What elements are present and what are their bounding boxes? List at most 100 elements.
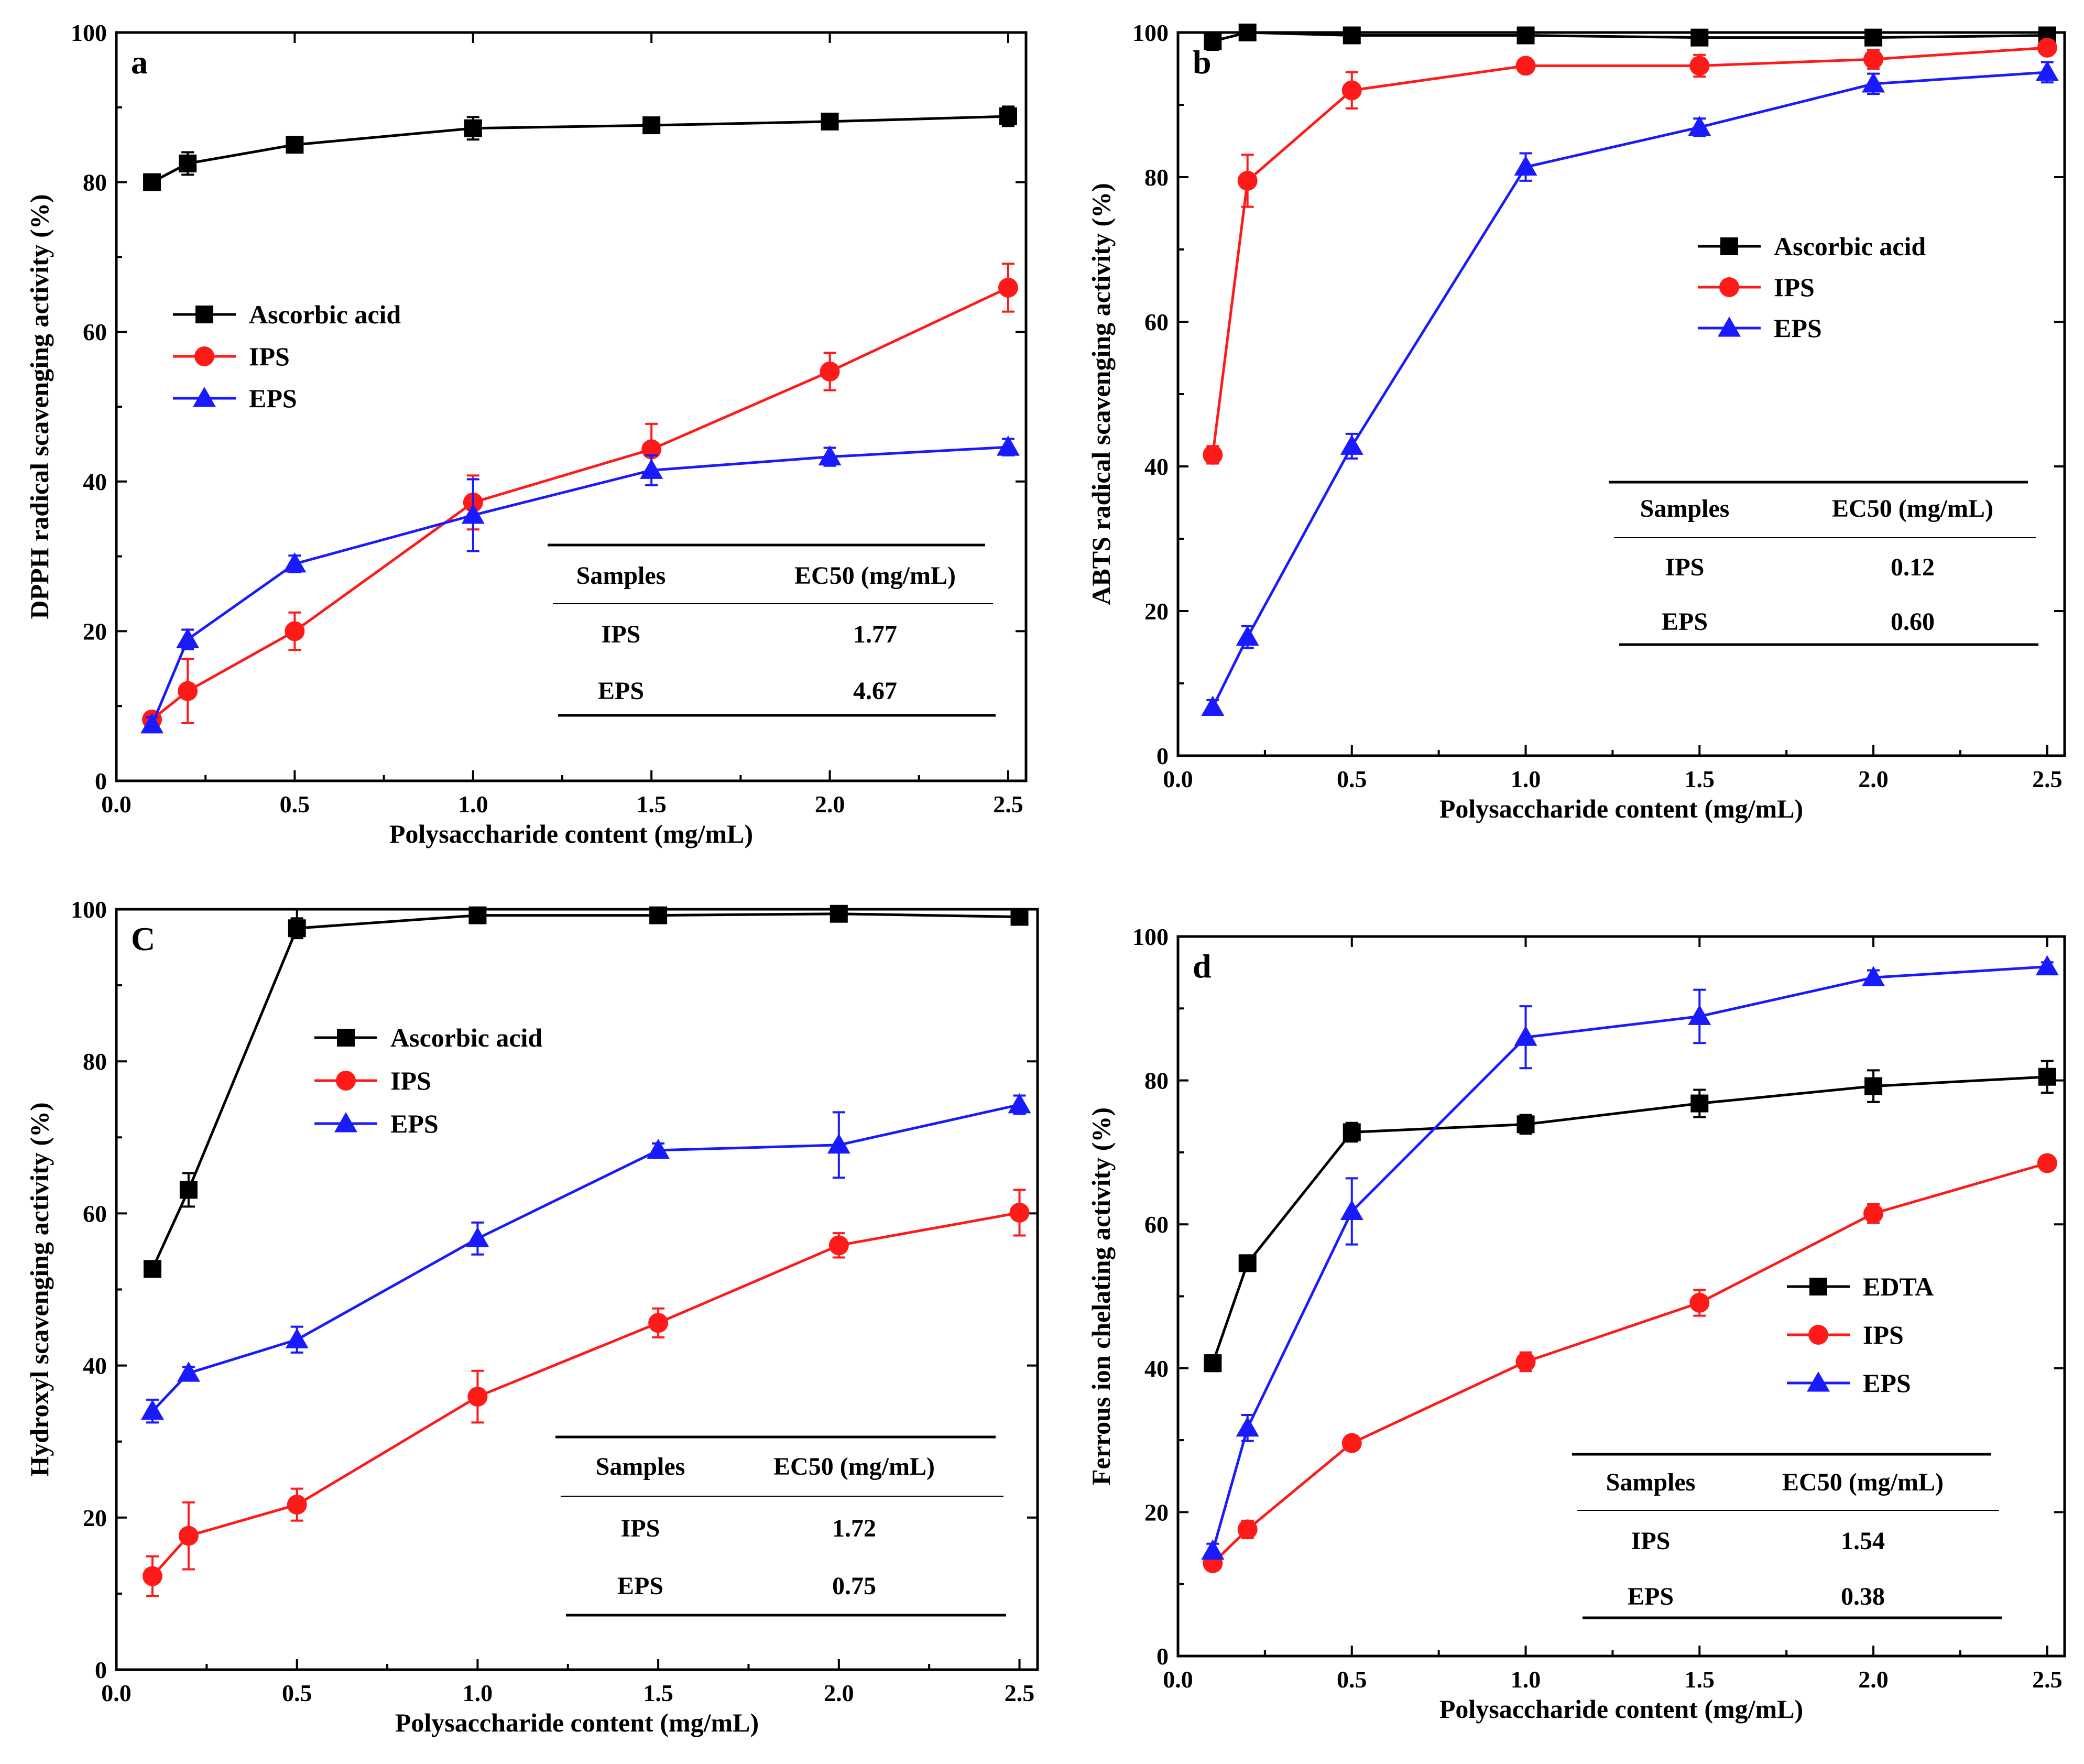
data-point [285, 1328, 309, 1348]
x-tick-label: 0.0 [1163, 766, 1193, 792]
data-point [179, 1181, 198, 1199]
data-point [1862, 966, 1885, 986]
data-point [649, 906, 668, 924]
y-tick-label: 0 [1156, 1643, 1169, 1670]
data-point [1340, 1200, 1363, 1220]
table-header-samples: Samples [1606, 1468, 1696, 1496]
series-line [1211, 1075, 2047, 1364]
data-point [1341, 80, 1362, 101]
table-cell-sample: EPS [1662, 608, 1708, 636]
y-axis-label: DPPH radical scavenging activity (%) [25, 194, 54, 619]
data-point [818, 445, 842, 466]
legend-entry: EPS [1774, 313, 1822, 343]
data-point [1204, 32, 1222, 50]
table-header-samples: Samples [1640, 495, 1730, 522]
legend-swatch-marker [194, 346, 214, 366]
legend-entry: EPS [1863, 1368, 1911, 1398]
legend-entry: Ascorbic acid [390, 1023, 542, 1052]
table-cell-sample: IPS [602, 620, 641, 648]
y-axis-label: Ferrous ion chelating activity (%) [1086, 1107, 1116, 1485]
table-cell-sample: EPS [1628, 1583, 1674, 1610]
data-point [827, 1133, 850, 1154]
legend-swatch-marker [1807, 1371, 1830, 1392]
x-axis-label: Polysaccharide content (mg/mL) [395, 1708, 759, 1737]
data-point [461, 504, 485, 524]
y-tick-label: 80 [1144, 164, 1169, 191]
table-cell-sample: IPS [1631, 1527, 1671, 1555]
series-line [1211, 965, 2047, 1552]
x-tick-label: 1.5 [1685, 766, 1715, 792]
series-line [1212, 1162, 2048, 1564]
x-axis-label: Polysaccharide content (mg/mL) [1439, 794, 1803, 823]
data-point [287, 1495, 307, 1515]
data-point [1008, 1093, 1031, 1114]
data-point [283, 552, 307, 573]
data-point [1516, 1115, 1535, 1134]
data-point [467, 1387, 488, 1407]
data-point [2037, 1153, 2057, 1173]
x-tick-label: 2.5 [1005, 1680, 1035, 1706]
data-point [140, 713, 164, 734]
data-point [2035, 60, 2059, 81]
legend: Ascorbic acid IPS EPS [173, 300, 401, 413]
x-tick-label: 2.0 [1858, 1666, 1889, 1693]
x-tick-label: 2.0 [824, 1680, 854, 1706]
series-line [151, 1211, 1020, 1577]
legend-swatch-marker [1720, 237, 1738, 255]
y-tick-label: 80 [83, 169, 107, 196]
x-tick-label: 0.0 [1163, 1666, 1193, 1693]
table-cell-sample: IPS [621, 1515, 660, 1542]
x-tick-label: 0.5 [280, 791, 310, 818]
y-tick-label: 80 [83, 1048, 107, 1075]
x-tick-label: 1.5 [1685, 1666, 1715, 1693]
data-point [2038, 1068, 2056, 1086]
x-tick-label: 1.5 [636, 791, 667, 818]
data-point [1688, 1005, 1711, 1025]
data-point [1515, 1352, 1536, 1372]
data-point [820, 361, 840, 382]
table-cell-ec50: 0.75 [832, 1572, 876, 1600]
y-tick-label: 100 [1132, 19, 1169, 46]
y-tick-label: 60 [83, 319, 107, 345]
legend-entry: Ascorbic acid [1774, 232, 1926, 261]
data-point [1343, 26, 1361, 45]
plot-frame [115, 908, 1039, 1671]
y-tick-label: 0 [95, 768, 107, 794]
legend-entry: IPS [1774, 273, 1815, 302]
data-point [1864, 1077, 1883, 1095]
series-ips [1203, 1153, 2057, 1573]
table-cell-ec50: 1.54 [1841, 1527, 1885, 1555]
legend-entry: IPS [1863, 1320, 1904, 1349]
data-point [285, 621, 305, 641]
table-header-samples: Samples [576, 562, 666, 590]
data-point [178, 1526, 199, 1546]
x-tick-label: 2.5 [2032, 766, 2063, 792]
data-point [1010, 908, 1029, 926]
y-axis-label: ABTS radical scavenging activity (%) [1086, 183, 1116, 605]
x-tick-label: 0.5 [1337, 766, 1367, 792]
y-tick-label: 60 [1144, 1211, 1169, 1238]
table-cell-sample: IPS [1665, 553, 1705, 581]
series-eps [1201, 60, 2059, 716]
data-point [140, 1399, 164, 1420]
data-point [1009, 1202, 1030, 1223]
data-point [1238, 24, 1257, 41]
x-tick-label: 2.5 [2032, 1666, 2063, 1693]
data-point [996, 435, 1020, 456]
data-point [1340, 434, 1363, 455]
x-tick-label: 1.0 [458, 791, 488, 818]
data-point [1204, 1354, 1222, 1373]
x-tick-label: 1.0 [1511, 766, 1541, 792]
data-point [176, 628, 200, 648]
data-point [1688, 115, 1711, 136]
legend-swatch-marker [195, 306, 213, 323]
table-cell-ec50: 0.38 [1841, 1583, 1885, 1610]
panel-c: 0.0 0.5 1.0 1.5 2.0 2.5 0 20 40 60 80 100 Polysaccha… [25, 896, 1039, 1737]
series-ips [142, 263, 1018, 729]
legend-entry: Ascorbic acid [249, 300, 401, 329]
data-point [998, 277, 1018, 298]
data-point [288, 919, 306, 938]
y-tick-label: 20 [83, 1505, 107, 1531]
legend-entry: EPS [249, 384, 297, 413]
data-point [640, 459, 663, 479]
